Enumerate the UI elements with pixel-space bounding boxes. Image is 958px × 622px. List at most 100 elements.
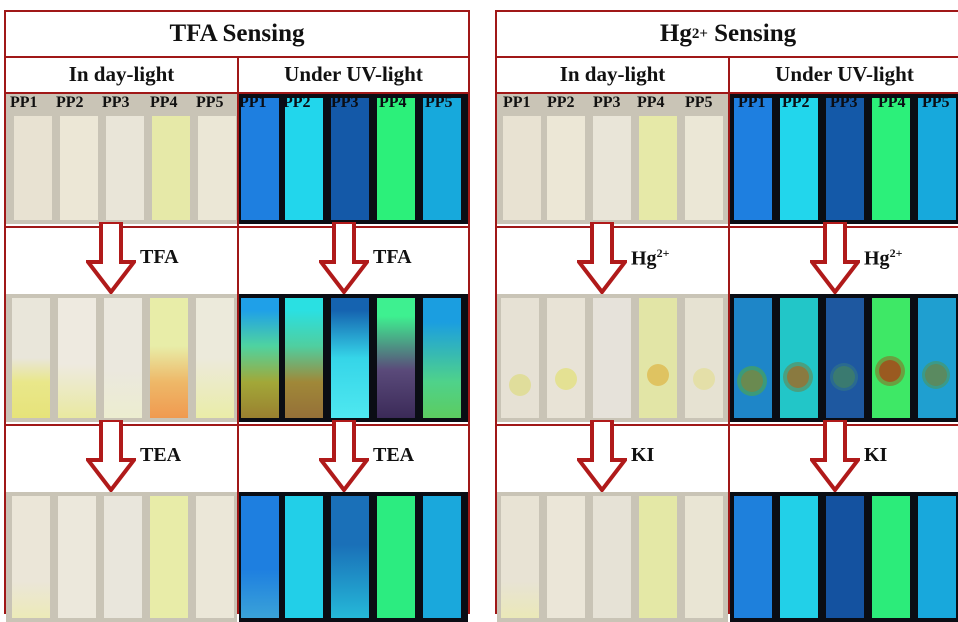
test-strip (593, 298, 631, 418)
test-strip (423, 98, 461, 220)
test-strip (501, 496, 539, 618)
reagent-step-row: TEA (239, 420, 468, 494)
strip-label-pp5: PP5 (685, 94, 713, 111)
test-strip (196, 496, 234, 618)
test-strip (780, 298, 818, 418)
reagent-label: TEA (373, 444, 415, 466)
test-strip (872, 496, 910, 618)
test-strip (150, 298, 188, 418)
reagent-step-row: Hg2+ (497, 222, 728, 296)
strip-label-pp2: PP2 (547, 94, 575, 111)
down-arrow-icon (810, 222, 860, 294)
test-strip (106, 116, 144, 220)
reagent-step-row: TFA (6, 222, 237, 296)
daylight-column: In day-light PP1 PP2 PP3 PP4 PP5 Hg2+ (497, 56, 728, 622)
reagent-label: TEA (140, 444, 182, 466)
daylight-photo-after-ki (497, 492, 728, 622)
panel-title-text: Hg (659, 20, 692, 47)
panel-title: TFA Sensing (6, 12, 468, 58)
strip-label-pp1: PP1 (503, 94, 531, 111)
strip-label-pp4: PP4 (637, 94, 665, 111)
panel-title-text: TFA Sensing (169, 20, 305, 47)
test-strip (780, 496, 818, 618)
test-strip (14, 116, 52, 220)
test-strip (826, 98, 864, 220)
test-strip (639, 496, 677, 618)
test-strip (685, 298, 723, 418)
uv-column: Under UV-light PP1 PP2 PP3 PP4 PP5 Hg2+ (728, 56, 958, 622)
test-strip (547, 116, 585, 220)
strip-label-pp5: PP5 (922, 94, 950, 111)
strip-label-pp2: PP2 (283, 94, 311, 111)
uv-column: Under UV-light PP1 PP2 PP3 PP4 PP5 TFA (237, 56, 468, 622)
test-strip (58, 496, 96, 618)
test-strip (872, 298, 910, 418)
uv-photo-initial: PP1 PP2 PP3 PP4 PP5 (239, 94, 468, 224)
strip-label-pp2: PP2 (56, 94, 84, 111)
test-strip (12, 496, 50, 618)
daylight-photo-after-hg (497, 294, 728, 422)
test-strip (285, 298, 323, 418)
test-strip (918, 496, 956, 618)
daylight-photo-initial: PP1 PP2 PP3 PP4 PP5 (6, 94, 237, 224)
strip-label-pp3: PP3 (331, 94, 359, 111)
daylight-column: In day-light PP1 PP2 PP3 PP4 PP5 TFA (6, 56, 237, 622)
test-strip (60, 116, 98, 220)
test-strip (503, 116, 541, 220)
strip-label-pp3: PP3 (102, 94, 130, 111)
analyte-spot (925, 364, 947, 386)
down-arrow-icon (319, 222, 369, 294)
panel-title: Hg 2+ Sensing (497, 12, 958, 58)
test-strip (593, 496, 631, 618)
strip-label-pp3: PP3 (830, 94, 858, 111)
test-strip (377, 298, 415, 418)
reagent-step-row: KI (730, 420, 958, 494)
test-strip (331, 298, 369, 418)
analyte-spot (787, 366, 809, 388)
test-strip (547, 496, 585, 618)
test-strip (639, 298, 677, 418)
analyte-spot (509, 374, 531, 396)
strip-label-pp5: PP5 (196, 94, 224, 111)
test-strip (150, 496, 188, 618)
test-strip (826, 496, 864, 618)
uv-photo-after-hg (730, 294, 958, 422)
strip-label-pp3: PP3 (593, 94, 621, 111)
test-strip (780, 98, 818, 220)
test-strip (152, 116, 190, 220)
test-strip (241, 496, 279, 618)
test-strip (58, 298, 96, 418)
test-strip (331, 496, 369, 618)
test-strip (734, 496, 772, 618)
reagent-label: TFA (140, 246, 179, 268)
down-arrow-icon (86, 420, 136, 492)
reagent-step-row: TEA (6, 420, 237, 494)
down-arrow-icon (319, 420, 369, 492)
strip-label-pp1: PP1 (239, 94, 267, 111)
test-strip (918, 98, 956, 220)
test-strip (501, 298, 539, 418)
reagent-step-row: Hg2+ (730, 222, 958, 296)
reagent-label-text: Hg (864, 247, 890, 270)
uv-photo-initial: PP1 PP2 PP3 PP4 PP5 (730, 94, 958, 224)
reagent-label: KI (631, 444, 655, 466)
test-strip (285, 98, 323, 220)
test-strip (685, 496, 723, 618)
hg-sensing-panel: Hg 2+ Sensing In day-light PP1 PP2 PP3 PP… (495, 10, 958, 622)
strip-label-pp1: PP1 (10, 94, 38, 111)
test-strip (593, 116, 631, 220)
reagent-label: TFA (373, 246, 412, 268)
down-arrow-icon (577, 420, 627, 492)
down-arrow-icon (86, 222, 136, 294)
reagent-label-superscript: 2+ (889, 246, 903, 260)
strip-label-pp4: PP4 (150, 94, 178, 111)
test-strip (826, 298, 864, 418)
test-strip (547, 298, 585, 418)
test-strip (198, 116, 236, 220)
strip-label-pp1: PP1 (738, 94, 766, 111)
analyte-spot (833, 366, 855, 388)
column-heading: Under UV-light (239, 56, 468, 94)
column-heading: Under UV-light (730, 56, 958, 94)
down-arrow-icon (577, 222, 627, 294)
test-strip (872, 98, 910, 220)
